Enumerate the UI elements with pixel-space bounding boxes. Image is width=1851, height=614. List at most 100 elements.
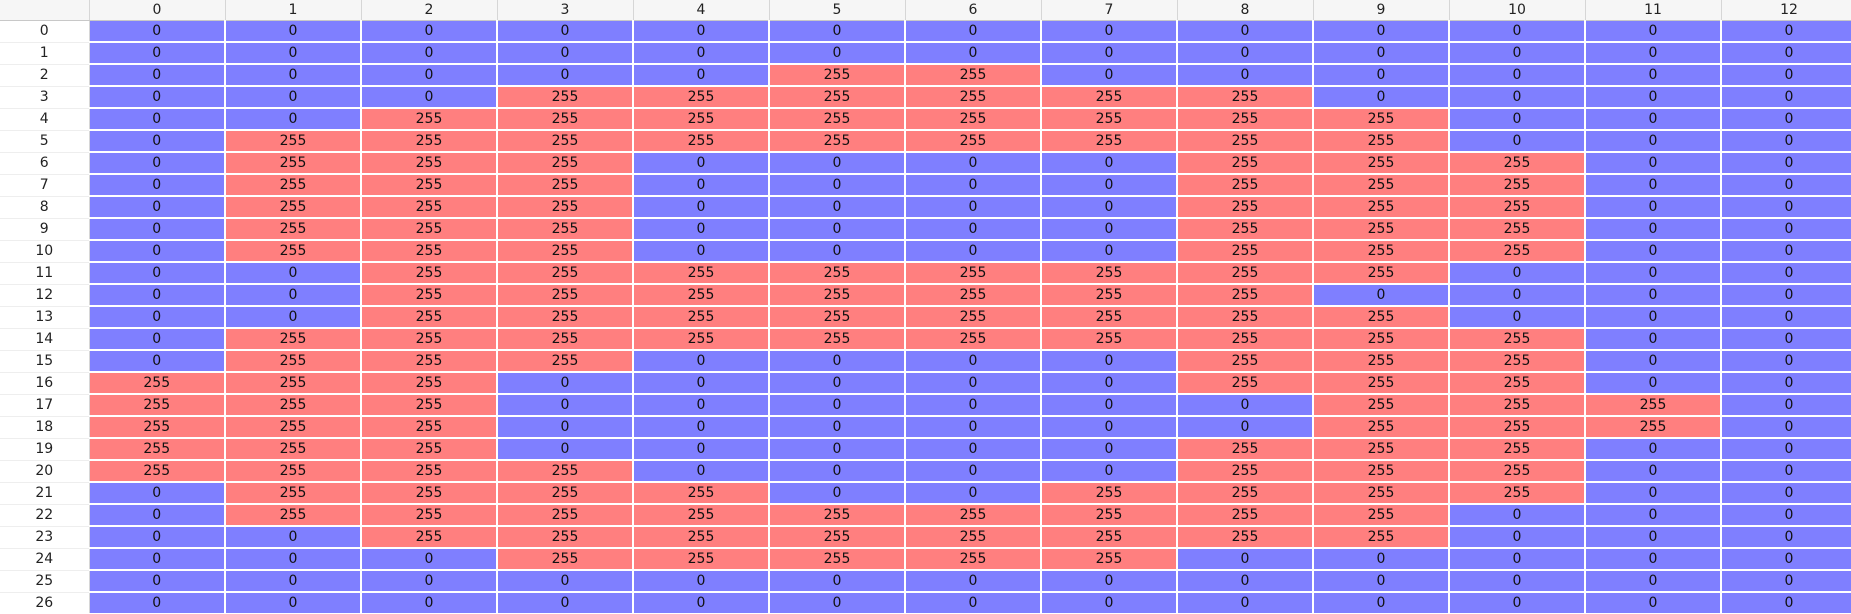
row-header-4[interactable]: 4 bbox=[0, 108, 90, 131]
grid-cell[interactable]: 0 bbox=[89, 328, 226, 351]
grid-cell[interactable]: 255 bbox=[225, 504, 362, 527]
grid-cell[interactable]: 0 bbox=[1313, 570, 1450, 593]
row-header-16[interactable]: 16 bbox=[0, 372, 90, 395]
grid-cell[interactable]: 255 bbox=[1041, 548, 1178, 571]
grid-cell[interactable]: 255 bbox=[361, 482, 498, 505]
grid-cell[interactable]: 0 bbox=[225, 108, 362, 131]
grid-cell[interactable]: 255 bbox=[361, 504, 498, 527]
grid-cell[interactable]: 0 bbox=[1721, 174, 1851, 197]
grid-cell[interactable]: 0 bbox=[769, 482, 906, 505]
grid-cell[interactable]: 255 bbox=[769, 284, 906, 307]
grid-cell[interactable]: 0 bbox=[497, 372, 634, 395]
grid-cell[interactable]: 0 bbox=[89, 64, 226, 87]
grid-cell[interactable]: 0 bbox=[497, 394, 634, 417]
grid-cell[interactable]: 0 bbox=[89, 592, 226, 614]
grid-cell[interactable]: 255 bbox=[1313, 372, 1450, 395]
column-header-7[interactable]: 7 bbox=[1041, 0, 1178, 21]
grid-cell[interactable]: 0 bbox=[225, 526, 362, 549]
row-header-19[interactable]: 19 bbox=[0, 438, 90, 461]
grid-cell[interactable]: 0 bbox=[89, 240, 226, 263]
grid-cell[interactable]: 0 bbox=[1585, 42, 1722, 65]
grid-cell[interactable]: 255 bbox=[1449, 372, 1586, 395]
grid-cell[interactable]: 0 bbox=[905, 42, 1042, 65]
grid-cell[interactable]: 255 bbox=[225, 438, 362, 461]
grid-cell[interactable]: 255 bbox=[497, 306, 634, 329]
grid-cell[interactable]: 0 bbox=[89, 526, 226, 549]
grid-cell[interactable]: 0 bbox=[1449, 284, 1586, 307]
row-header-22[interactable]: 22 bbox=[0, 504, 90, 527]
grid-cell[interactable]: 0 bbox=[905, 438, 1042, 461]
grid-cell[interactable]: 0 bbox=[89, 284, 226, 307]
grid-cell[interactable]: 0 bbox=[1585, 460, 1722, 483]
grid-cell[interactable]: 0 bbox=[633, 438, 770, 461]
grid-cell[interactable]: 255 bbox=[1449, 416, 1586, 439]
grid-cell[interactable]: 0 bbox=[1041, 592, 1178, 614]
grid-cell[interactable]: 0 bbox=[905, 372, 1042, 395]
grid-cell[interactable]: 0 bbox=[1177, 64, 1314, 87]
grid-cell[interactable]: 0 bbox=[1721, 284, 1851, 307]
grid-cell[interactable]: 255 bbox=[769, 548, 906, 571]
grid-cell[interactable]: 0 bbox=[633, 42, 770, 65]
row-header-3[interactable]: 3 bbox=[0, 86, 90, 109]
grid-cell[interactable]: 0 bbox=[1721, 240, 1851, 263]
row-header-1[interactable]: 1 bbox=[0, 42, 90, 65]
row-header-15[interactable]: 15 bbox=[0, 350, 90, 373]
grid-cell[interactable]: 0 bbox=[1585, 262, 1722, 285]
grid-cell[interactable]: 0 bbox=[1449, 64, 1586, 87]
grid-cell[interactable]: 0 bbox=[1177, 592, 1314, 614]
column-header-9[interactable]: 9 bbox=[1313, 0, 1450, 21]
grid-cell[interactable]: 0 bbox=[1041, 20, 1178, 43]
grid-cell[interactable]: 0 bbox=[769, 438, 906, 461]
grid-cell[interactable]: 0 bbox=[361, 86, 498, 109]
grid-cell[interactable]: 0 bbox=[497, 592, 634, 614]
grid-cell[interactable]: 0 bbox=[89, 504, 226, 527]
grid-cell[interactable]: 0 bbox=[1585, 218, 1722, 241]
row-header-18[interactable]: 18 bbox=[0, 416, 90, 439]
grid-cell[interactable]: 255 bbox=[497, 526, 634, 549]
grid-cell[interactable]: 0 bbox=[225, 86, 362, 109]
grid-cell[interactable]: 255 bbox=[89, 394, 226, 417]
grid-cell[interactable]: 0 bbox=[905, 218, 1042, 241]
grid-cell[interactable]: 255 bbox=[497, 130, 634, 153]
row-header-6[interactable]: 6 bbox=[0, 152, 90, 175]
grid-cell[interactable]: 0 bbox=[1449, 504, 1586, 527]
grid-cell[interactable]: 255 bbox=[497, 504, 634, 527]
grid-cell[interactable]: 0 bbox=[1721, 152, 1851, 175]
grid-cell[interactable]: 0 bbox=[1585, 570, 1722, 593]
grid-cell[interactable]: 0 bbox=[1721, 372, 1851, 395]
grid-cell[interactable]: 255 bbox=[361, 328, 498, 351]
grid-cell[interactable]: 255 bbox=[1313, 306, 1450, 329]
grid-cell[interactable]: 0 bbox=[769, 372, 906, 395]
grid-cell[interactable]: 255 bbox=[1313, 350, 1450, 373]
grid-cell[interactable]: 255 bbox=[905, 284, 1042, 307]
grid-cell[interactable]: 255 bbox=[905, 86, 1042, 109]
grid-cell[interactable]: 0 bbox=[225, 548, 362, 571]
grid-cell[interactable]: 255 bbox=[905, 306, 1042, 329]
grid-cell[interactable]: 255 bbox=[225, 460, 362, 483]
grid-cell[interactable]: 255 bbox=[1313, 394, 1450, 417]
grid-cell[interactable]: 0 bbox=[1585, 504, 1722, 527]
grid-cell[interactable]: 0 bbox=[497, 42, 634, 65]
grid-cell[interactable]: 0 bbox=[1721, 108, 1851, 131]
grid-cell[interactable]: 255 bbox=[1313, 240, 1450, 263]
grid-cell[interactable]: 255 bbox=[1313, 438, 1450, 461]
grid-cell[interactable]: 0 bbox=[1449, 592, 1586, 614]
grid-cell[interactable]: 0 bbox=[1721, 460, 1851, 483]
grid-cell[interactable]: 255 bbox=[1313, 504, 1450, 527]
grid-cell[interactable]: 0 bbox=[905, 482, 1042, 505]
grid-cell[interactable]: 255 bbox=[89, 460, 226, 483]
grid-cell[interactable]: 255 bbox=[361, 240, 498, 263]
grid-cell[interactable]: 0 bbox=[1041, 174, 1178, 197]
grid-cell[interactable]: 255 bbox=[633, 284, 770, 307]
grid-cell[interactable]: 255 bbox=[1177, 240, 1314, 263]
column-header-3[interactable]: 3 bbox=[497, 0, 634, 21]
grid-cell[interactable]: 255 bbox=[361, 416, 498, 439]
column-header-12[interactable]: 12 bbox=[1721, 0, 1851, 21]
grid-cell[interactable]: 0 bbox=[89, 570, 226, 593]
grid-cell[interactable]: 0 bbox=[633, 196, 770, 219]
grid-cell[interactable]: 255 bbox=[361, 174, 498, 197]
grid-cell[interactable]: 0 bbox=[1313, 20, 1450, 43]
grid-cell[interactable]: 0 bbox=[1041, 350, 1178, 373]
grid-cell[interactable]: 0 bbox=[1313, 86, 1450, 109]
grid-cell[interactable]: 0 bbox=[905, 416, 1042, 439]
